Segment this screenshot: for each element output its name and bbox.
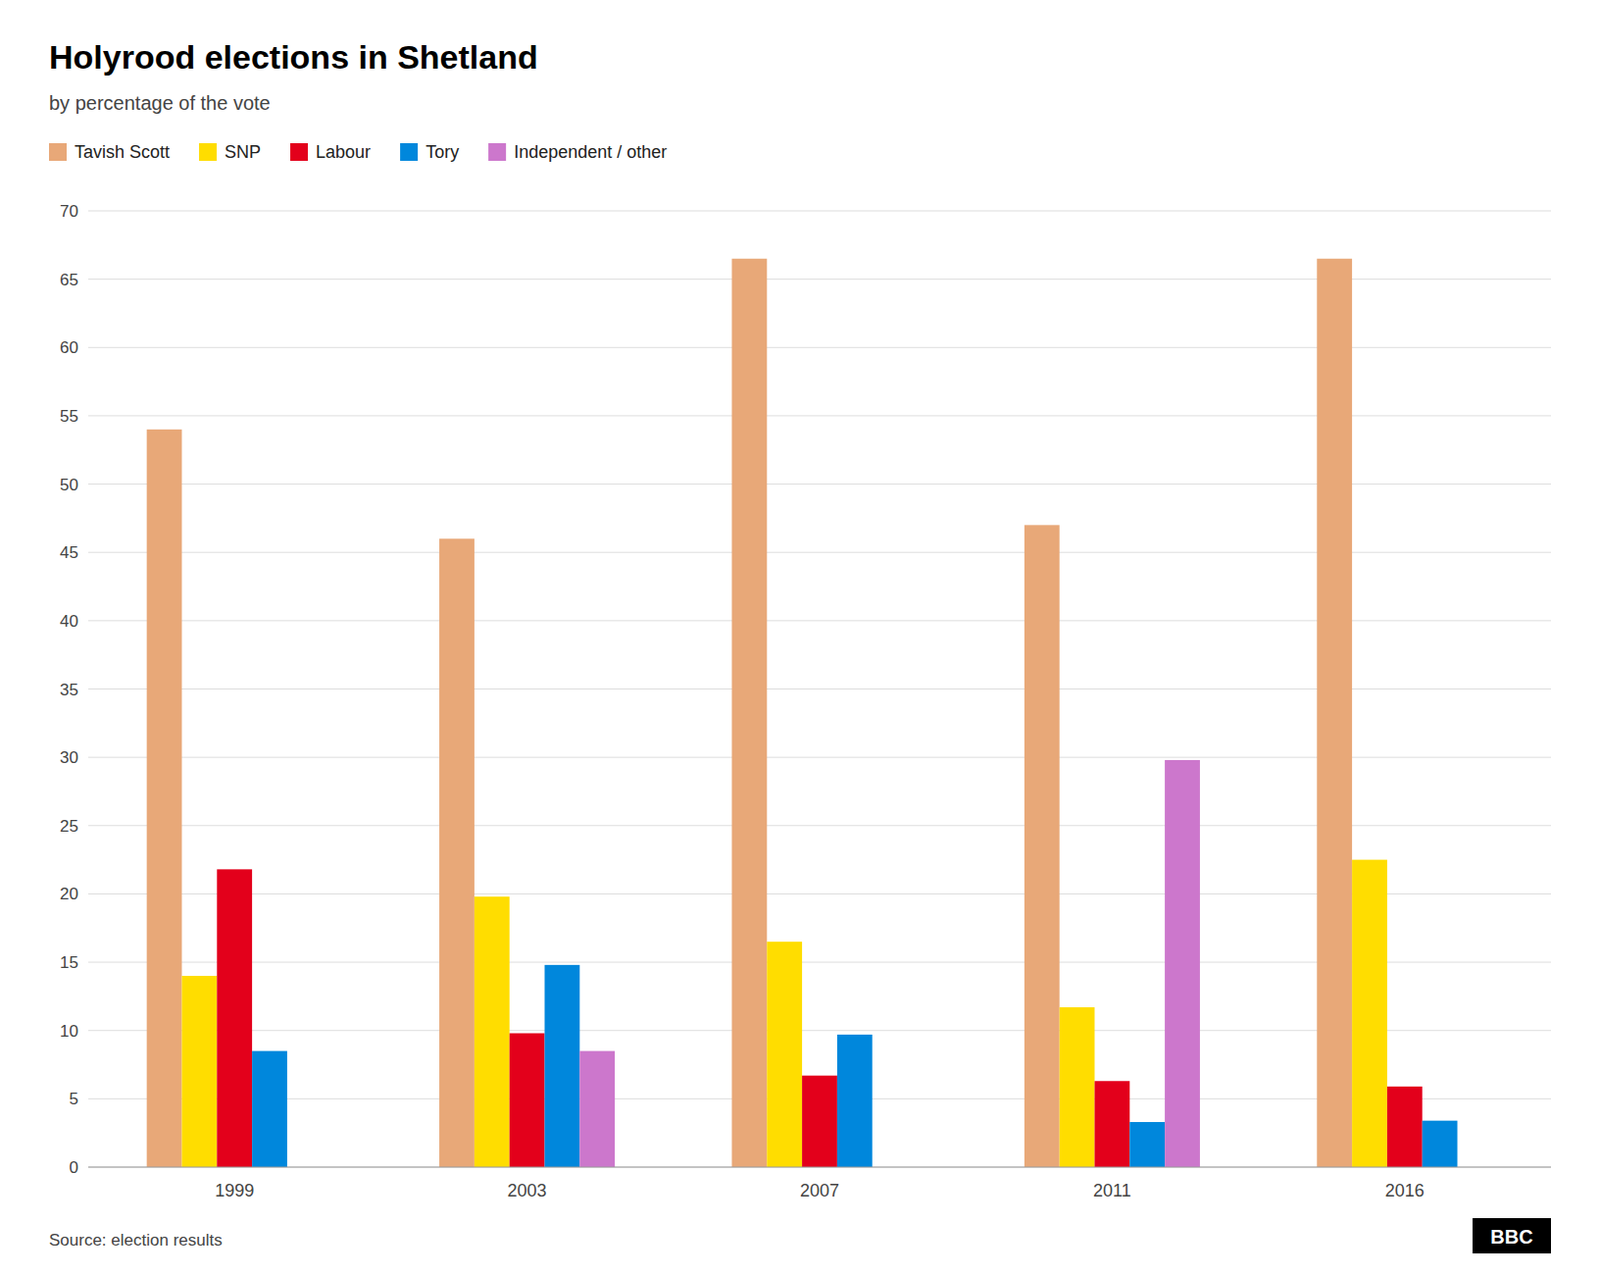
- background: [0, 0, 1600, 1275]
- x-tick-label: 2016: [1385, 1180, 1425, 1200]
- source: Source: election results: [49, 1230, 223, 1250]
- x-tick-label: 2007: [800, 1180, 840, 1200]
- bar: [731, 258, 767, 1167]
- x-axis: 1999 2003 2007 2011 2016: [88, 1166, 1551, 1200]
- bar: [474, 896, 510, 1167]
- chart: Holyrood elections in Shetland by percent…: [0, 0, 1600, 1275]
- bar: [1024, 524, 1060, 1167]
- legend-entry: Tory: [425, 142, 459, 162]
- bar: [801, 1075, 838, 1167]
- bar: [1129, 1121, 1165, 1167]
- legend-swatch: [488, 143, 506, 161]
- legend: Tavish Scott SNP Labour Tory Independent / o…: [49, 142, 667, 162]
- y-axis: 0 5 10 15 20 25 30 35 40 45 50 55 60 65 70: [59, 201, 1551, 1177]
- legend-entry: Tavish Scott: [74, 142, 170, 162]
- legend-swatch: [400, 143, 418, 161]
- y-tick-label: 0: [69, 1157, 79, 1177]
- bar: [766, 941, 802, 1167]
- y-tick-label: 45: [59, 543, 79, 562]
- bars: [147, 258, 1458, 1167]
- bar: [1351, 859, 1388, 1167]
- logo-box: [1472, 1217, 1551, 1253]
- bar: [147, 429, 183, 1167]
- y-tick-label: 50: [59, 475, 79, 495]
- legend-entry: Independent / other: [513, 142, 667, 162]
- y-tick-label: 40: [59, 611, 79, 631]
- y-tick-label: 65: [59, 270, 79, 290]
- x-tick-label: 1999: [214, 1180, 254, 1200]
- bar: [1422, 1120, 1458, 1167]
- subtitle: by percentage of the vote: [49, 92, 271, 114]
- y-tick-label: 20: [59, 884, 79, 903]
- grid-line: [88, 210, 1551, 212]
- bar: [545, 964, 581, 1167]
- x-tick-label: 2011: [1093, 1180, 1132, 1200]
- legend-swatch: [199, 143, 217, 161]
- y-tick-label: 15: [59, 952, 79, 972]
- y-tick-label: 60: [59, 338, 79, 357]
- bar: [1387, 1086, 1423, 1167]
- bar: [1059, 1006, 1096, 1167]
- y-tick-label: 25: [59, 816, 79, 836]
- logo: BBC: [1472, 1217, 1551, 1253]
- bar: [837, 1034, 873, 1167]
- bar: [216, 868, 252, 1167]
- grid-line: [88, 1166, 1551, 1168]
- bar: [1316, 258, 1352, 1167]
- bar: [439, 538, 475, 1167]
- bar: [1094, 1080, 1130, 1167]
- x-tick-label: 2003: [507, 1180, 548, 1200]
- annotation: BBC: [1490, 1225, 1533, 1248]
- y-tick-label: 5: [69, 1089, 79, 1108]
- y-tick-label: 10: [59, 1021, 79, 1041]
- bar: [509, 1033, 546, 1168]
- y-tick-label: 30: [59, 748, 79, 767]
- legend-entry: SNP: [224, 142, 261, 162]
- y-tick-label: 55: [59, 406, 79, 426]
- bar: [579, 1050, 615, 1167]
- bar: [251, 1050, 288, 1167]
- legend-swatch: [290, 143, 308, 161]
- bar: [181, 975, 217, 1167]
- bar: [1164, 759, 1200, 1167]
- legend-swatch: [49, 143, 67, 161]
- y-tick-label: 70: [59, 201, 79, 221]
- title: Holyrood elections in Shetland: [49, 38, 539, 76]
- x-axis-line: [88, 1166, 1551, 1168]
- legend-entry: Labour: [315, 142, 371, 162]
- y-tick-label: 35: [59, 680, 79, 700]
